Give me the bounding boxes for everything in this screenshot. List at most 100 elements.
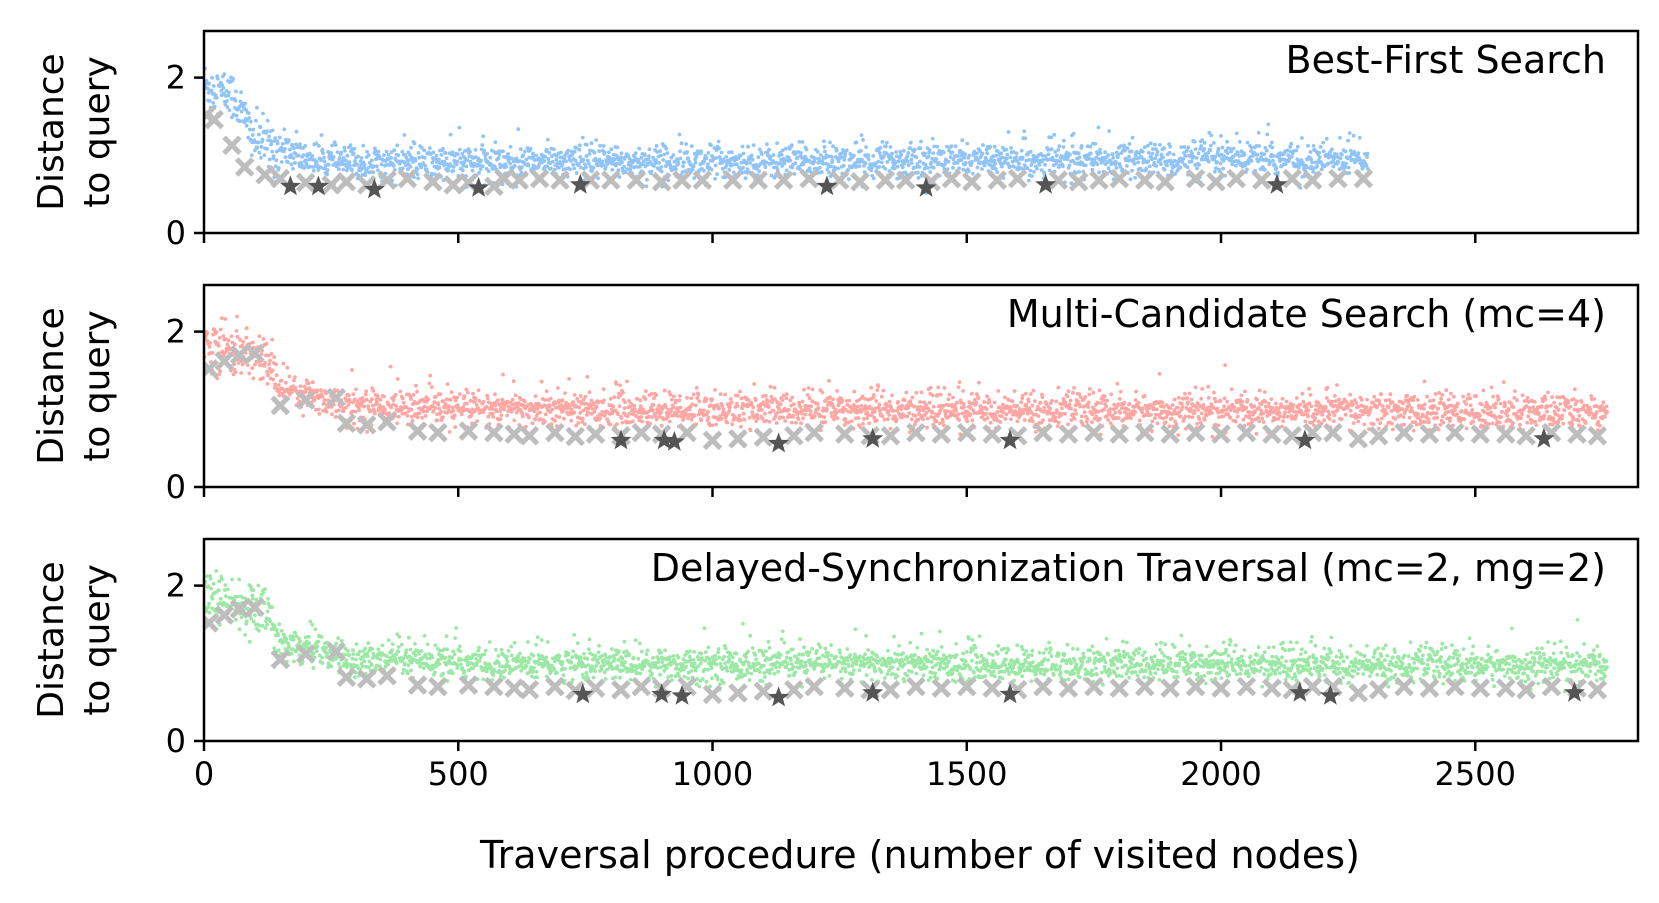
scatter-point bbox=[470, 168, 475, 173]
scatter-point bbox=[1042, 405, 1046, 410]
scatter-point bbox=[1365, 155, 1369, 160]
scatter-point bbox=[364, 168, 369, 173]
scatter-point bbox=[970, 418, 975, 423]
scatter-point bbox=[982, 400, 986, 404]
scatter-point bbox=[778, 415, 782, 420]
scatter-point bbox=[830, 414, 834, 419]
scatter-point bbox=[840, 398, 845, 403]
scatter-point bbox=[543, 412, 548, 417]
scatter-point bbox=[223, 317, 228, 321]
scatter-point bbox=[1118, 165, 1123, 169]
scatter-point bbox=[1204, 413, 1209, 418]
scatter-point bbox=[484, 405, 489, 409]
scatter-point bbox=[873, 406, 878, 410]
scatter-point bbox=[829, 164, 833, 169]
scatter-point bbox=[1289, 141, 1294, 146]
scatter-point bbox=[808, 412, 812, 417]
scatter-point bbox=[1096, 409, 1101, 414]
scatter-point bbox=[957, 166, 961, 171]
cross-marker bbox=[204, 109, 224, 130]
scatter-point bbox=[877, 408, 882, 413]
scatter-point bbox=[1195, 422, 1199, 426]
scatter-point bbox=[283, 155, 288, 160]
scatter-point bbox=[1001, 402, 1005, 407]
scatter-point bbox=[686, 156, 690, 161]
scatter-point bbox=[719, 150, 724, 155]
scatter-point bbox=[1317, 150, 1322, 155]
scatter-point bbox=[622, 164, 626, 169]
scatter-point bbox=[422, 148, 427, 153]
scatter-point bbox=[1294, 413, 1299, 418]
scatter-point bbox=[594, 418, 598, 423]
scatter-point bbox=[1306, 414, 1310, 419]
scatter-point bbox=[1212, 157, 1217, 162]
scatter-point bbox=[319, 388, 323, 393]
scatter-point bbox=[1040, 395, 1045, 400]
scatter-point bbox=[860, 394, 865, 399]
scatter-point bbox=[347, 393, 351, 398]
scatter-point bbox=[909, 417, 914, 422]
scatter-point bbox=[255, 145, 260, 150]
scatter-point bbox=[1456, 401, 1460, 406]
scatter-point bbox=[1164, 415, 1168, 420]
scatter-point bbox=[1161, 416, 1165, 421]
scatter-point bbox=[368, 409, 373, 413]
scatter-point bbox=[554, 414, 559, 419]
scatter-point bbox=[563, 167, 568, 171]
scatter-point bbox=[546, 157, 551, 161]
scatter-point bbox=[1109, 392, 1114, 397]
scatter-point bbox=[935, 393, 940, 397]
scatter-point bbox=[1206, 396, 1211, 400]
scatter-point bbox=[207, 345, 212, 349]
scatter-point bbox=[274, 158, 279, 163]
scatter-point bbox=[1150, 429, 1154, 434]
scatter-point bbox=[848, 152, 853, 156]
scatter-point bbox=[645, 177, 649, 182]
scatter-point bbox=[1346, 165, 1351, 170]
scatter-point bbox=[915, 162, 920, 166]
scatter-point bbox=[1169, 169, 1174, 174]
scatter-point bbox=[344, 158, 348, 163]
scatter-point bbox=[871, 393, 876, 397]
scatter-point bbox=[1108, 159, 1113, 163]
scatter-point bbox=[1312, 423, 1316, 428]
scatter-point bbox=[1057, 144, 1062, 149]
scatter-point bbox=[602, 398, 607, 403]
scatter-point bbox=[861, 422, 865, 426]
scatter-point bbox=[1183, 391, 1187, 396]
scatter-point bbox=[1188, 409, 1192, 414]
scatter-point bbox=[457, 147, 462, 152]
scatter-point bbox=[350, 168, 354, 173]
scatter-point bbox=[576, 162, 581, 167]
scatter-point bbox=[1096, 125, 1101, 130]
scatter-point bbox=[783, 146, 788, 151]
scatter-point bbox=[486, 414, 491, 419]
scatter-point bbox=[528, 146, 533, 151]
scatter-point bbox=[324, 391, 328, 396]
scatter-point bbox=[316, 168, 321, 173]
cross-marker bbox=[829, 170, 850, 190]
scatter-point bbox=[1412, 394, 1417, 399]
scatter-point bbox=[927, 400, 932, 405]
scatter-point bbox=[468, 398, 473, 403]
scatter-point bbox=[552, 147, 556, 152]
scatter-point bbox=[237, 119, 242, 124]
scatter-point bbox=[293, 161, 297, 165]
scatter-point bbox=[1228, 408, 1233, 413]
scatter-point bbox=[342, 145, 347, 150]
scatter-point bbox=[1384, 411, 1389, 416]
scatter-point bbox=[422, 404, 427, 409]
scatter-point bbox=[1152, 160, 1157, 165]
scatter-point bbox=[786, 407, 791, 412]
scatter-point bbox=[439, 153, 444, 157]
scatter-point bbox=[1493, 405, 1497, 410]
scatter-point bbox=[1037, 163, 1042, 167]
scatter-point bbox=[1250, 419, 1255, 424]
scatter-point bbox=[709, 167, 714, 172]
scatter-point bbox=[1010, 399, 1015, 404]
scatter-point bbox=[956, 412, 960, 416]
scatter-point bbox=[362, 404, 367, 409]
scatter-point bbox=[1433, 392, 1438, 396]
scatter-point bbox=[1115, 381, 1120, 386]
